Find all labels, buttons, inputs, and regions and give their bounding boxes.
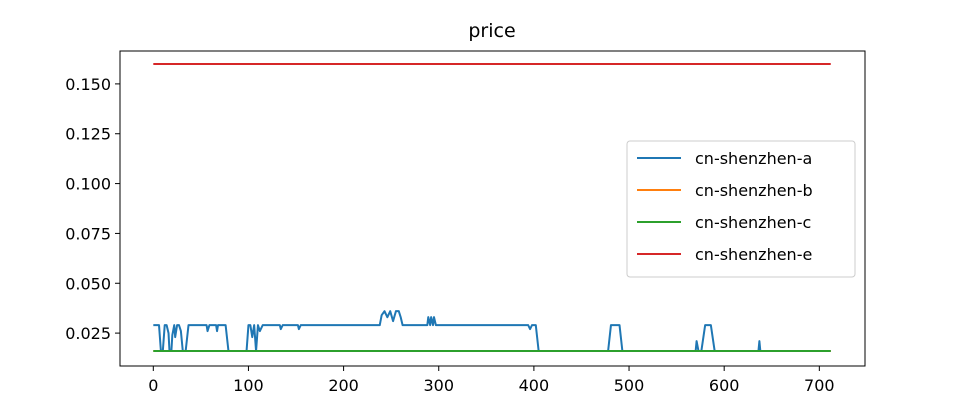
x-tick-label: 0 <box>148 376 158 395</box>
series-group <box>153 62 831 353</box>
legend-box <box>626 140 856 278</box>
y-tick-label: 0.100 <box>65 175 111 194</box>
y-tick-label: 0.075 <box>65 224 111 243</box>
legend-label-cn-shenzhen-e: cn-shenzhen-e <box>695 245 812 264</box>
axes-frame <box>119 50 866 367</box>
x-tick-label: 600 <box>709 376 740 395</box>
x-tick-label: 700 <box>804 376 835 395</box>
legend-label-cn-shenzhen-c: cn-shenzhen-c <box>695 213 811 232</box>
y-tick-label: 0.150 <box>65 75 111 94</box>
axes-group: 0 100 200 300 400 500 600 700 0.025 0.050 0.075 0.1… <box>65 50 866 395</box>
x-tick-label: 100 <box>233 376 264 395</box>
x-tick-label: 500 <box>614 376 645 395</box>
y-tick-label: 0.025 <box>65 324 111 343</box>
chart-title: price <box>468 20 515 42</box>
x-tick-label: 200 <box>328 376 359 395</box>
legend-label-cn-shenzhen-a: cn-shenzhen-a <box>695 149 812 168</box>
x-tick-label: 400 <box>519 376 550 395</box>
legend-label-cn-shenzhen-b: cn-shenzhen-b <box>695 181 813 200</box>
x-tick-label: 300 <box>423 376 454 395</box>
y-tick-label: 0.050 <box>65 274 111 293</box>
series-line-cn-shenzhen-a <box>153 310 831 353</box>
legend: cn-shenzhen-a cn-shenzhen-b cn-shenzhen-c c… <box>626 140 856 278</box>
y-tick-label: 0.125 <box>65 125 111 144</box>
